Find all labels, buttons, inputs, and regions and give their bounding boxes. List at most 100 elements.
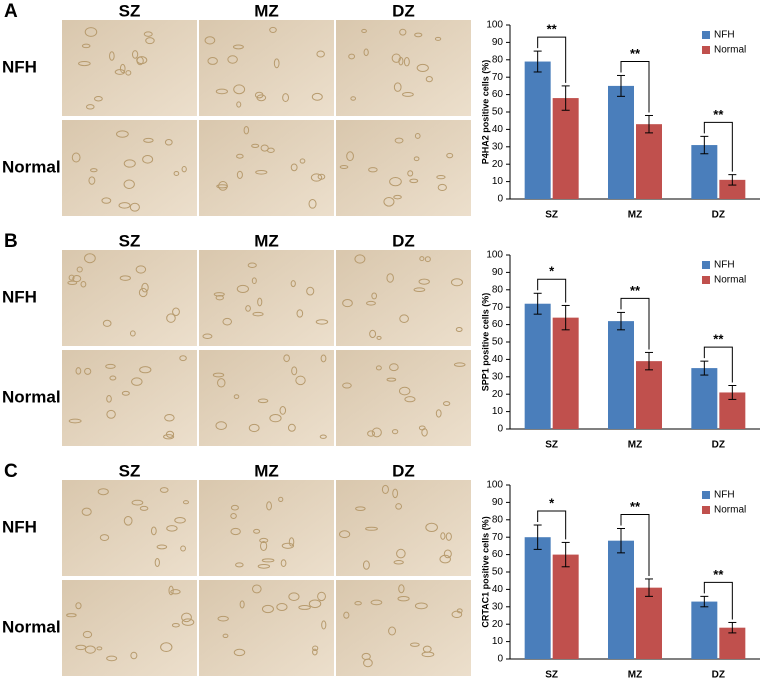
cell	[435, 409, 442, 418]
cell	[75, 602, 82, 610]
y-tick-label: 90	[492, 267, 504, 278]
cell	[257, 297, 263, 307]
cell	[256, 94, 267, 102]
cell	[202, 333, 213, 340]
cell	[279, 406, 287, 415]
cell	[276, 602, 288, 611]
cell	[409, 178, 419, 184]
cell	[76, 266, 83, 273]
cell	[381, 484, 389, 495]
cell	[436, 174, 446, 180]
cell	[179, 355, 187, 362]
y-tick-label: 50	[492, 107, 504, 118]
cell	[233, 648, 246, 657]
y-tick-label: 50	[492, 567, 504, 578]
cell	[84, 27, 98, 37]
micrograph	[62, 20, 197, 116]
cell	[261, 558, 275, 563]
cell	[72, 274, 82, 283]
cell	[252, 311, 264, 317]
panel-label: A	[4, 1, 18, 22]
y-tick-label: 80	[492, 514, 504, 525]
cell	[370, 599, 383, 606]
cell	[82, 630, 93, 639]
cell	[257, 563, 271, 569]
cell	[310, 173, 323, 182]
cell	[168, 585, 174, 596]
cell	[135, 265, 147, 274]
cell	[283, 354, 290, 363]
legend-swatch	[702, 46, 710, 54]
cell	[404, 396, 416, 403]
cell	[181, 612, 192, 623]
cell	[281, 542, 295, 549]
cell	[422, 645, 432, 653]
micrograph	[199, 580, 334, 676]
legend-swatch	[702, 261, 710, 269]
legend-swatch	[702, 506, 710, 514]
cell	[239, 600, 245, 609]
micrograph	[199, 250, 334, 346]
micrograph	[336, 350, 471, 446]
cell	[150, 526, 157, 536]
cell	[282, 93, 289, 103]
cell	[174, 517, 186, 524]
cell	[291, 366, 298, 376]
micrograph	[199, 350, 334, 446]
cell	[142, 154, 154, 164]
cell	[130, 651, 138, 660]
cell	[413, 287, 426, 292]
cell	[109, 375, 117, 381]
y-axis-title: CRTAC1 positive cells (%)	[480, 516, 490, 627]
bar	[524, 61, 551, 199]
y-tick-label: 40	[492, 584, 504, 595]
row-label: Normal	[2, 387, 61, 406]
cell	[213, 292, 225, 297]
legend-label: Normal	[714, 275, 746, 286]
cell	[96, 646, 103, 651]
cell	[343, 611, 350, 619]
cell	[414, 602, 428, 610]
cell	[119, 63, 126, 74]
cell	[369, 329, 377, 339]
cell	[233, 84, 246, 95]
cell	[410, 642, 420, 647]
bar	[524, 537, 551, 659]
cell	[363, 658, 373, 668]
cell	[85, 104, 95, 110]
row-label: NFH	[2, 57, 37, 76]
cell	[371, 292, 378, 300]
cell	[403, 57, 410, 67]
cell	[414, 32, 423, 38]
y-tick-label: 40	[492, 124, 504, 135]
cell	[173, 170, 180, 176]
cell	[136, 56, 148, 65]
cell	[75, 367, 82, 375]
cell	[366, 300, 376, 306]
cell	[425, 76, 433, 83]
cell	[109, 51, 115, 61]
cell	[375, 365, 382, 371]
cell	[287, 423, 296, 432]
column-label: SZ	[119, 1, 141, 20]
cell	[367, 430, 375, 437]
x-tick-label: MZ	[628, 670, 642, 681]
cell	[308, 199, 317, 209]
cell	[247, 262, 257, 268]
bar	[608, 85, 634, 199]
cell	[236, 170, 243, 179]
cell	[261, 604, 274, 614]
significance-bracket	[703, 581, 733, 620]
micrograph	[62, 120, 197, 216]
cell	[255, 169, 268, 175]
cell	[180, 545, 186, 552]
panel-label: C	[4, 461, 18, 482]
cell	[143, 31, 153, 37]
cell	[389, 363, 399, 372]
cell	[362, 560, 370, 570]
micrograph	[336, 20, 471, 116]
cell	[389, 177, 402, 187]
cell	[230, 527, 241, 536]
cell	[450, 278, 463, 287]
